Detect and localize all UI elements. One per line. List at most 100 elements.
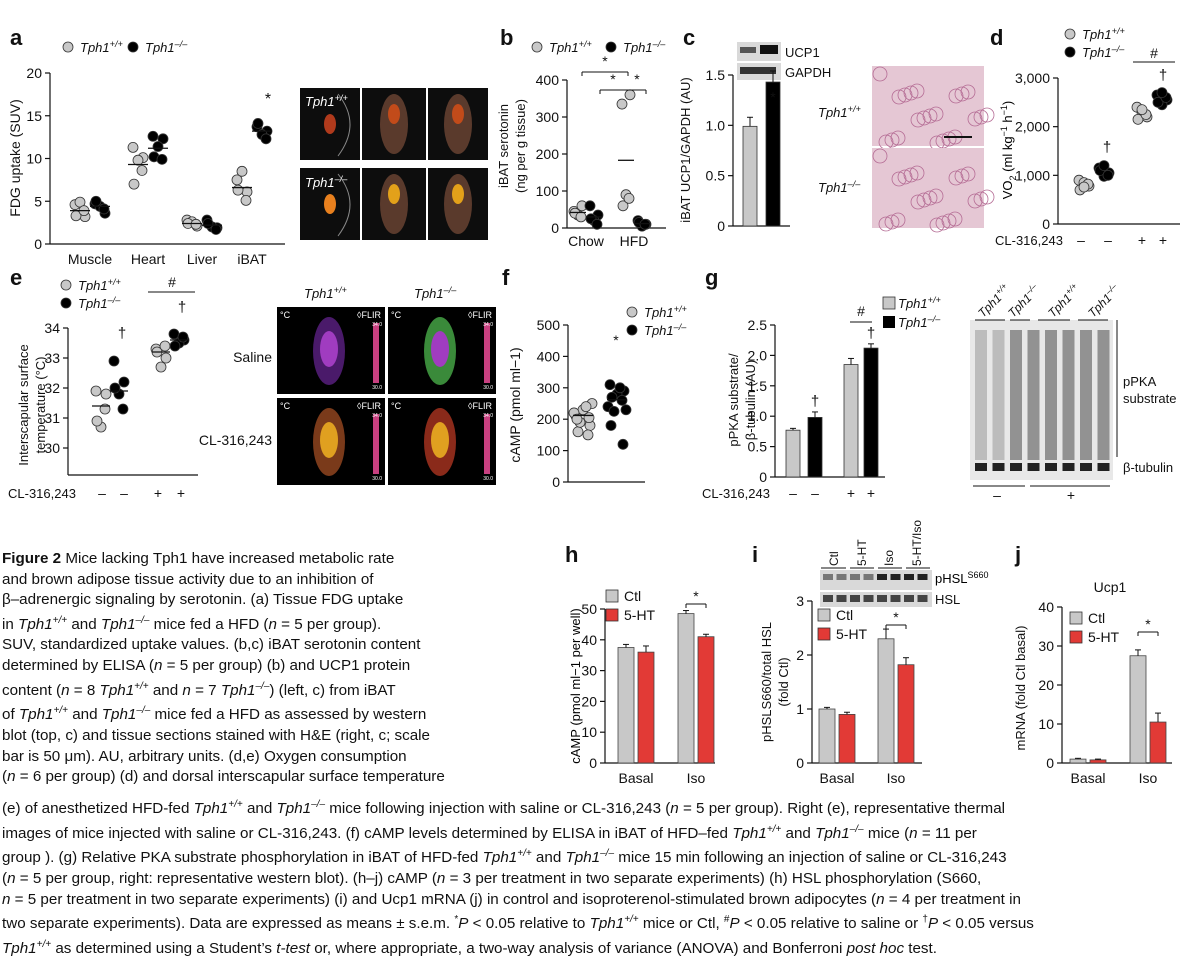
j-bar <box>1149 721 1167 764</box>
genotype-superscript: –/– <box>847 179 862 189</box>
thermal-scale-bar <box>484 414 490 474</box>
genotype-base: Tph1 <box>145 40 175 55</box>
thermal-min: 30.0 <box>483 385 493 391</box>
f-y-tick-label: 100 <box>537 443 561 459</box>
a-y-axis-label: FDG uptake (SUV) <box>7 99 23 216</box>
thermal-max: 34.0 <box>372 322 382 328</box>
g-y-tick-label: 0 <box>759 469 767 485</box>
c-histology-cell <box>954 168 970 184</box>
h-y-tick-label: 50 <box>581 601 597 617</box>
f-y-tick-label: 400 <box>537 348 561 364</box>
j-legend-5ht-box <box>1069 630 1083 644</box>
g-blot-lane <box>975 330 987 460</box>
legend-wt-label: Tph1+/+ <box>644 304 687 320</box>
j-y-tick-label: 20 <box>1038 677 1054 693</box>
b-data-point <box>623 192 635 204</box>
legend-wt-dot <box>626 306 638 318</box>
j-chart-title: Ucp1 <box>1094 579 1127 595</box>
b-x-tick-label: HFD <box>620 233 649 249</box>
i-blot-band <box>890 595 901 602</box>
i-y-tick-label: 3 <box>796 593 804 609</box>
i-bar <box>818 708 836 764</box>
f-y-tick-label: 200 <box>537 411 561 427</box>
g-bar <box>807 417 823 478</box>
g-blot-minus: – <box>993 487 1001 503</box>
h-legend-ctl-label: Ctl <box>624 588 641 604</box>
h-y-tick-label: 30 <box>581 663 597 679</box>
c-significance-star: * <box>770 89 776 105</box>
i-blot-band <box>904 595 914 602</box>
i-blot-band <box>890 574 901 580</box>
e-y-tick-label: 31 <box>44 410 60 426</box>
h-y-tick-label: 40 <box>581 632 597 648</box>
c-histology-cell <box>891 171 907 187</box>
genotype-base: Tph1 <box>305 94 335 109</box>
c-y-axis-label: iBAT UCP1/GAPDH (AU) <box>678 77 693 222</box>
j-x-tick-label: Iso <box>1139 770 1158 786</box>
i-blot-phsl-sup: S660 <box>968 570 989 580</box>
genotype-base: Tph1 <box>898 315 928 330</box>
b-data-point <box>575 211 587 223</box>
caption-line: (n = 5 per group, right: representative … <box>2 869 982 887</box>
j-legend-ctl-box <box>1069 611 1083 625</box>
b-data-point <box>616 98 628 110</box>
i-bar <box>877 638 895 764</box>
legend-wt-box <box>882 296 896 310</box>
i-blot-band <box>917 574 928 580</box>
e-x-prefix: CL-316,243 <box>8 486 76 501</box>
genotype-superscript: +/+ <box>579 39 592 49</box>
b-y-tick-label: 100 <box>536 183 560 199</box>
pet-image-group: Tph1+/+Tph1–/– <box>300 88 488 240</box>
e-data-point <box>100 388 112 400</box>
a-x-tick-label: Heart <box>131 251 165 267</box>
g-blot-lane-label: Tph1–/– <box>1004 281 1043 320</box>
i-legend-ctl-box <box>817 608 831 622</box>
caption-line: SUV, standardized uptake values. (b,c) i… <box>2 636 421 654</box>
c-histology-cell <box>973 109 989 125</box>
d-x-sign: + <box>1138 232 1146 248</box>
a-y-tick-label: 5 <box>34 193 42 209</box>
g-y-tick-label: 2.5 <box>748 317 768 333</box>
c-histology-cell <box>872 66 888 82</box>
f-data-point <box>617 438 629 450</box>
genotype-base: Tph1 <box>304 286 334 301</box>
c-histology-cell <box>960 166 976 182</box>
a-data-point <box>98 203 110 215</box>
f-data-point <box>583 412 595 424</box>
a-data-point <box>132 154 144 166</box>
caption-line: determined by ELISA (n = 5 per group) (b… <box>2 657 411 675</box>
i-bar <box>838 714 856 764</box>
f-y-axis-label: cAMP (pmol ml−1) <box>507 347 523 462</box>
thermal-scale-bar <box>373 323 379 383</box>
b-y-axis-label-2: (ng per g tissue) <box>513 99 528 193</box>
b-data-point <box>617 200 629 212</box>
caption-line: of Tph1+/+ and Tph1–/– mice fed a HFD as… <box>2 705 427 724</box>
i-blot-lane-label: Iso <box>882 550 896 566</box>
c-histology-cell <box>941 213 957 229</box>
panel-letter-i: i <box>752 542 758 567</box>
i-y-tick-label: 2 <box>796 647 804 663</box>
c-histology-cell <box>909 165 925 181</box>
g-blot-tubulin-label: β-tubulin <box>1123 460 1173 475</box>
g-y-tick-label: 2.0 <box>748 347 768 363</box>
figure-caption-left: Figure 2 Mice lacking Tph1 have increase… <box>2 549 572 788</box>
i-blot-band <box>823 595 833 602</box>
a-data-point <box>240 194 252 206</box>
i-blot-phsl-label: pHSLS660 <box>935 570 989 586</box>
g-x-sign: + <box>847 485 855 501</box>
caption-line: content (n = 8 Tph1+/+ and n = 7 Tph1–/–… <box>2 680 396 699</box>
b-y-axis-label: iBAT serotonin <box>496 104 511 188</box>
thermal-hotspot <box>431 331 449 367</box>
f-data-point <box>608 405 620 417</box>
b-significance-star: * <box>610 71 616 87</box>
thermal-unit: °C <box>280 401 291 411</box>
i-blot-band <box>917 595 928 602</box>
thermal-max: 34.0 <box>483 413 493 419</box>
i-blot-band <box>836 574 847 580</box>
i-blot-band <box>823 574 833 580</box>
genotype-superscript: +/+ <box>674 304 687 314</box>
j-y-tick-label: 30 <box>1038 638 1054 654</box>
e-y-tick-label: 30 <box>44 440 60 456</box>
d-y-tick-label: 0 <box>1042 216 1050 232</box>
e-x-sign: + <box>177 485 185 501</box>
